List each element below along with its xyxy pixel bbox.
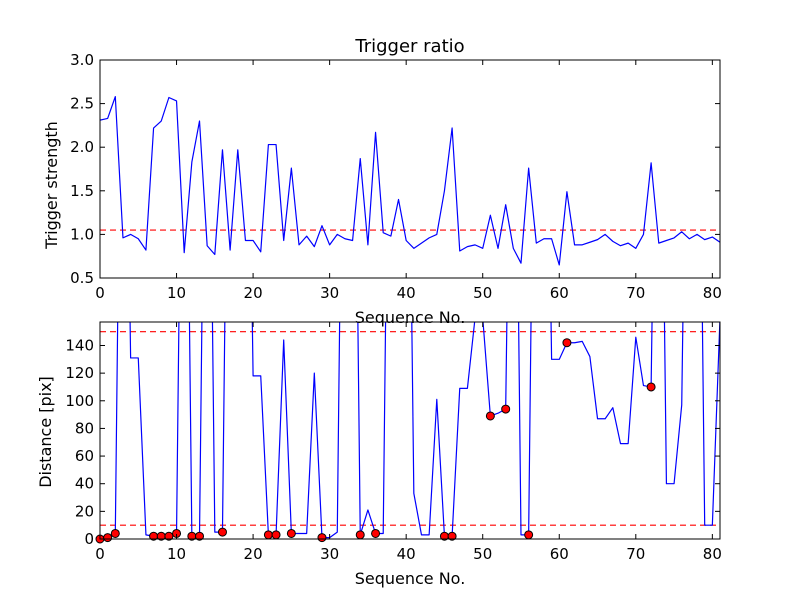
data-marker-1: [103, 533, 113, 543]
x-tick-label: 40: [397, 284, 416, 302]
data-marker-19: [501, 404, 511, 414]
y-tick-label: 1.5: [70, 182, 94, 200]
x-tick-label: 50: [473, 545, 492, 563]
data-marker-13: [317, 533, 327, 543]
y-tick-label: 0.5: [70, 269, 94, 287]
trigger-ratio-plot: 0 10 20 30 40 50 60 70 80 0.5 1.0 1.5 2.0 2.5 3.0: [70, 51, 722, 302]
top-y-axis-label: Trigger strength: [42, 121, 61, 250]
data-marker-17: [447, 531, 457, 541]
data-marker-2: [110, 528, 120, 538]
data-marker-12: [286, 528, 296, 538]
data-marker-15: [371, 528, 381, 538]
x-tick-label: 70: [626, 284, 645, 302]
y-tick-label: 2.5: [70, 95, 94, 113]
chart-title: Trigger ratio: [354, 36, 464, 57]
bottom-x-axis-label: Sequence No.: [355, 569, 466, 588]
x-tick-label: 60: [550, 284, 569, 302]
y-tick-label: 1.0: [70, 225, 94, 243]
distance-plot: 0 10 20 30 40 50 60 70 80 0 20 40 60 80 100 120 140: [65, 321, 722, 563]
data-marker-18: [485, 411, 495, 421]
y-tick-label: 3.0: [70, 51, 94, 69]
series-line-0: [100, 322, 720, 539]
y-tick-label: 60: [75, 447, 94, 465]
x-tick-label: 0: [95, 545, 105, 563]
x-tick-label: 30: [320, 545, 339, 563]
x-tick-label: 20: [244, 545, 263, 563]
y-tick-label: 100: [65, 392, 94, 410]
x-tick-label: 0: [95, 284, 105, 302]
y-tick-label: 20: [75, 502, 94, 520]
x-tick-label: 80: [703, 284, 722, 302]
y-tick-label: 120: [65, 364, 94, 382]
x-tick-label: 80: [703, 545, 722, 563]
x-tick-label: 10: [167, 284, 186, 302]
top-x-axis-label: Sequence No.: [355, 308, 466, 327]
x-tick-label: 70: [626, 545, 645, 563]
y-tick-label: 40: [75, 475, 94, 493]
y-tick-label: 2.0: [70, 138, 94, 156]
data-marker-20: [524, 530, 534, 540]
data-marker-11: [271, 530, 281, 540]
x-tick-label: 10: [167, 545, 186, 563]
y-tick-label: 80: [75, 419, 94, 437]
y-tick-label: 140: [65, 336, 94, 354]
data-marker-14: [355, 530, 365, 540]
y-tick-label: 0: [84, 530, 94, 548]
plot-frame: [99, 321, 721, 540]
data-marker-8: [195, 531, 205, 541]
bottom-y-axis-label: Distance [pix]: [36, 376, 55, 488]
data-marker-9: [217, 527, 227, 537]
data-marker-10: [263, 530, 273, 540]
data-marker-22: [646, 382, 656, 392]
data-marker-21: [562, 338, 572, 348]
x-tick-label: 20: [244, 284, 263, 302]
x-tick-label: 40: [397, 545, 416, 563]
x-tick-label: 60: [550, 545, 569, 563]
x-tick-label: 30: [320, 284, 339, 302]
plot-frame: [99, 59, 721, 279]
x-tick-label: 50: [473, 284, 492, 302]
data-marker-5: [164, 531, 174, 541]
series-line-0: [100, 96, 720, 266]
